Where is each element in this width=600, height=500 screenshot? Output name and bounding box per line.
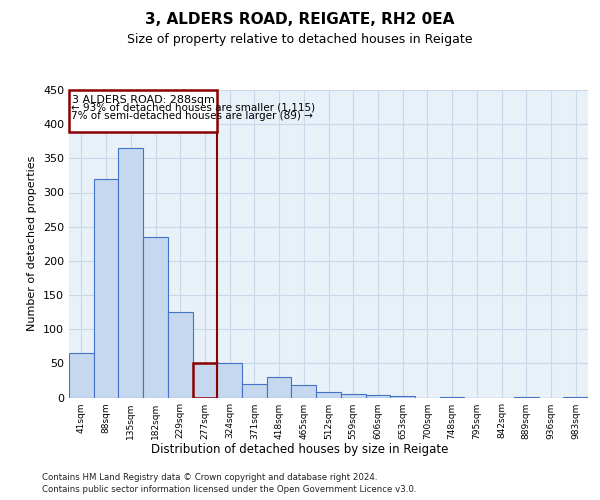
Bar [217,364,242,398]
Text: Size of property relative to detached houses in Reigate: Size of property relative to detached ho… [127,32,473,46]
Bar [390,396,415,398]
Bar [242,384,267,398]
Bar [94,179,118,398]
Y-axis label: Number of detached properties: Number of detached properties [28,156,37,332]
Bar [316,392,341,398]
Bar [143,237,168,398]
Bar [193,364,217,398]
Text: Distribution of detached houses by size in Reigate: Distribution of detached houses by size … [151,442,449,456]
Text: ← 93% of detached houses are smaller (1,115): ← 93% of detached houses are smaller (1,… [71,103,316,113]
Text: 3, ALDERS ROAD, REIGATE, RH2 0EA: 3, ALDERS ROAD, REIGATE, RH2 0EA [145,12,455,28]
Bar [69,90,217,132]
Bar [563,397,588,398]
Text: 7% of semi-detached houses are larger (89) →: 7% of semi-detached houses are larger (8… [71,111,313,121]
Bar [267,377,292,398]
Bar [440,397,464,398]
Bar [341,394,365,398]
Bar [514,397,539,398]
Bar [69,353,94,398]
Bar [292,385,316,398]
Text: Contains public sector information licensed under the Open Government Licence v3: Contains public sector information licen… [42,485,416,494]
Bar [168,312,193,398]
Text: Contains HM Land Registry data © Crown copyright and database right 2024.: Contains HM Land Registry data © Crown c… [42,472,377,482]
Bar [365,396,390,398]
Bar [118,148,143,398]
Text: 3 ALDERS ROAD: 288sqm: 3 ALDERS ROAD: 288sqm [72,95,215,105]
